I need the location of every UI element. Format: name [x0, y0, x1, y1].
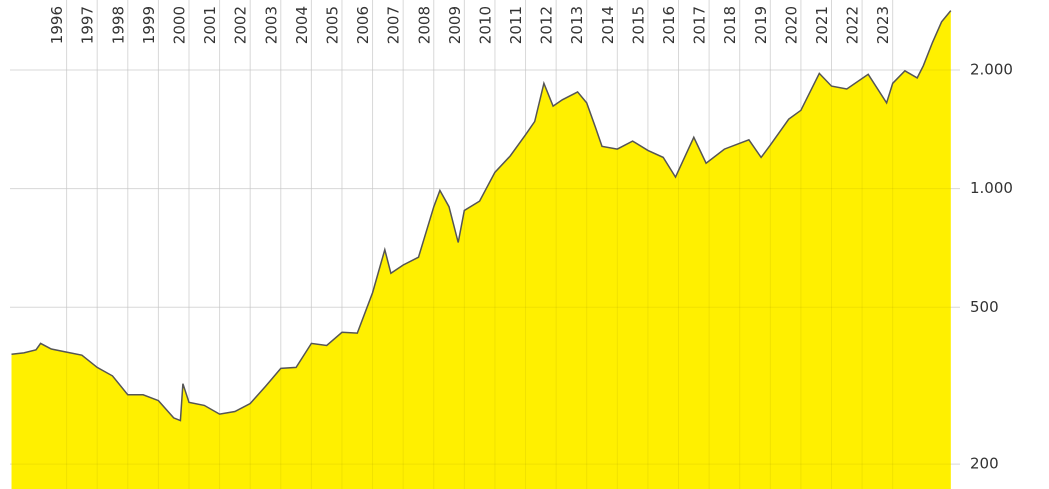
- x-tick-label: 2011: [507, 6, 525, 44]
- x-tick-label: 1999: [140, 6, 158, 44]
- x-tick-label: 2023: [874, 6, 892, 44]
- y-tick-label: 500: [970, 298, 999, 316]
- x-tick-label: 2004: [293, 6, 311, 44]
- x-tick-label: 2002: [232, 6, 250, 44]
- y-tick-label: 1.000: [970, 179, 1013, 197]
- x-tick-label: 2018: [721, 6, 739, 44]
- y-tick-label: 200: [970, 455, 999, 473]
- x-tick-label: 1997: [79, 6, 97, 44]
- x-tick-label: 2007: [385, 6, 403, 44]
- x-tick-label: 2008: [415, 6, 433, 44]
- x-tick-label: 2021: [813, 6, 831, 44]
- x-tick-label: 2000: [170, 6, 188, 44]
- x-tick-label: 2015: [629, 6, 647, 44]
- x-tick-label: 2017: [691, 6, 709, 44]
- x-tick-label: 2013: [568, 6, 586, 44]
- price-line: [11, 10, 952, 422]
- x-tick-label: 2010: [476, 6, 494, 44]
- x-tick-label: 2016: [660, 6, 678, 44]
- y-tick-label: 2.000: [970, 60, 1013, 78]
- x-tick-label: 2006: [354, 6, 372, 44]
- x-tick-label: 2019: [752, 6, 770, 44]
- x-tick-label: 2020: [782, 6, 800, 44]
- x-tick-label: 2003: [262, 6, 280, 44]
- x-tick-label: 2001: [201, 6, 219, 44]
- x-tick-label: 1996: [48, 6, 66, 44]
- area: [11, 10, 951, 489]
- x-tick-label: 2022: [844, 6, 862, 44]
- x-tick-label: 2009: [446, 6, 464, 44]
- x-tick-label: 2005: [323, 6, 341, 44]
- x-tick-label: 1998: [109, 6, 127, 44]
- x-tick-label: 2014: [599, 6, 617, 44]
- x-tick-label: 2012: [538, 6, 556, 44]
